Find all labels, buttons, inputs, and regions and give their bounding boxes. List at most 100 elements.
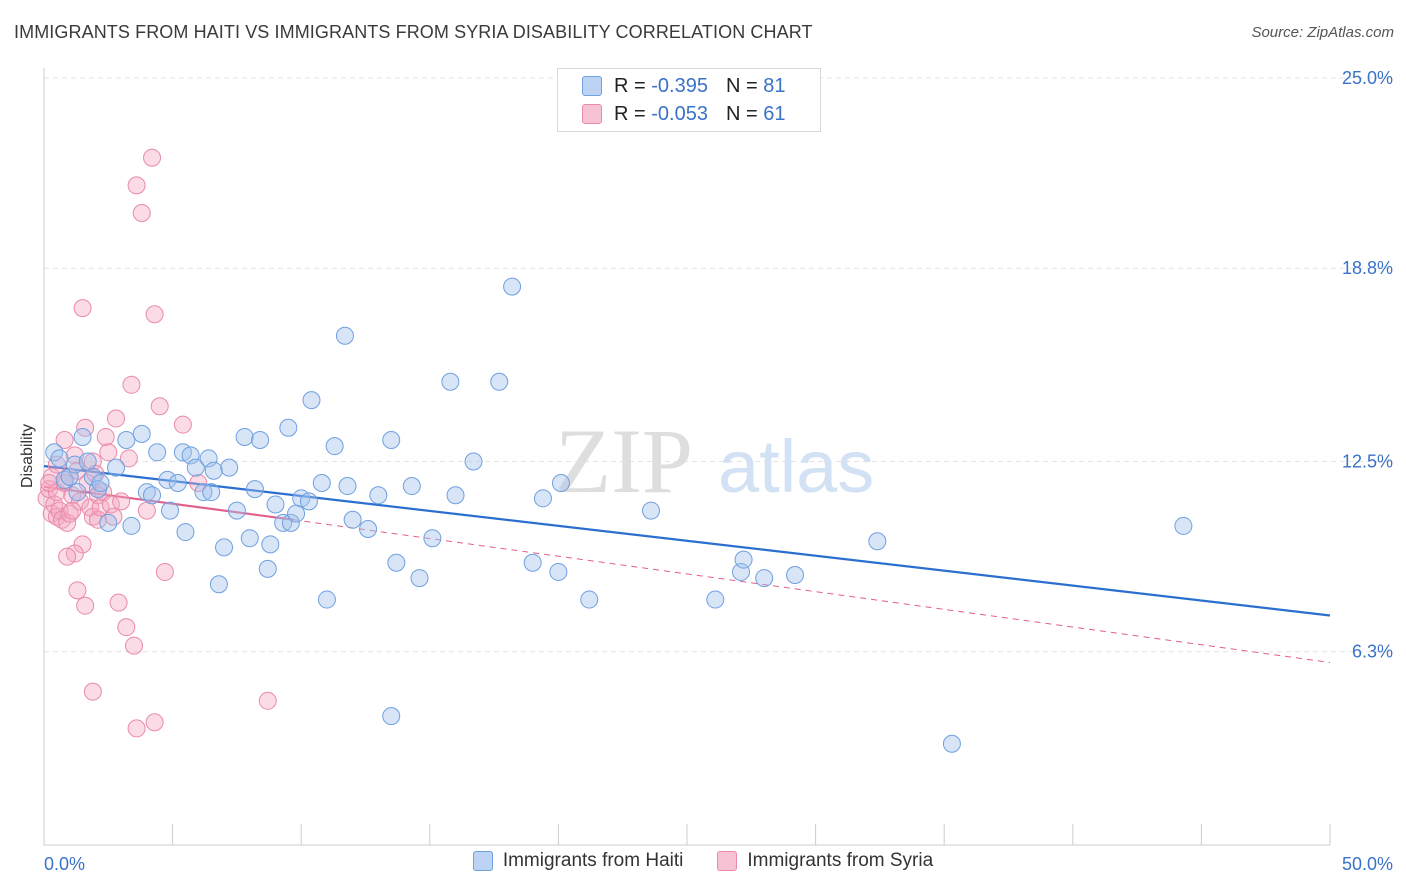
haiti-point xyxy=(755,569,774,588)
haiti-point xyxy=(343,510,362,529)
syria-point xyxy=(83,507,102,526)
bottom-legend-haiti[interactable]: Immigrants from Haiti xyxy=(472,850,684,872)
syria-point xyxy=(107,409,126,428)
haiti-point xyxy=(148,443,167,462)
haiti-point xyxy=(302,391,321,410)
haiti-point xyxy=(312,473,331,492)
haiti-point xyxy=(245,480,264,499)
haiti-point xyxy=(161,501,180,520)
syria-point xyxy=(145,713,164,732)
haiti-point xyxy=(369,486,388,505)
haiti-point xyxy=(227,501,246,520)
haiti-point xyxy=(235,427,254,446)
haiti-r-value: -0.395 xyxy=(651,74,708,97)
haiti-point xyxy=(382,431,401,450)
haiti-point xyxy=(107,458,126,477)
syria-point xyxy=(132,203,151,222)
watermark-zip: ZIP xyxy=(555,410,693,512)
haiti-point xyxy=(194,483,213,502)
syria-point xyxy=(119,449,138,468)
haiti-point xyxy=(490,372,509,391)
haiti-point xyxy=(641,501,660,520)
haiti-n-value: 81 xyxy=(763,74,786,97)
bottom-legend: Immigrants from Haiti Immigrants from Sy… xyxy=(0,850,1406,872)
syria-point xyxy=(55,431,74,450)
haiti-point xyxy=(143,486,162,505)
watermark-atlas: atlas xyxy=(718,425,874,508)
syria-r-value: -0.053 xyxy=(651,102,708,125)
haiti-point xyxy=(73,427,92,446)
haiti-point xyxy=(68,483,87,502)
haiti-point xyxy=(204,461,223,480)
syria-point xyxy=(173,415,192,434)
haiti-point xyxy=(117,431,136,450)
haiti-point xyxy=(215,538,234,557)
x-tick-label: 0.0% xyxy=(44,854,85,874)
haiti-point xyxy=(287,504,306,523)
haiti-point xyxy=(209,575,228,594)
syria-point xyxy=(189,473,208,492)
r-label: R = xyxy=(614,102,646,125)
haiti-point xyxy=(122,516,141,535)
haiti-point xyxy=(734,550,753,569)
syria-point xyxy=(112,492,131,511)
haiti-point xyxy=(50,449,69,468)
x-tick-labels: 0.0% 50.0% xyxy=(44,854,1393,874)
haiti-point xyxy=(551,473,570,492)
syria-point xyxy=(258,691,277,710)
syria-swatch xyxy=(582,104,602,124)
haiti-point xyxy=(387,553,406,572)
syria-point xyxy=(137,501,156,520)
haiti-points xyxy=(45,277,1193,753)
bottom-legend-syria[interactable]: Immigrants from Syria xyxy=(717,850,933,872)
syria-point xyxy=(40,473,59,492)
syria-point xyxy=(127,176,146,195)
syria-point xyxy=(109,593,128,612)
haiti-point xyxy=(132,424,151,443)
legend-row-haiti: R = -0.395 N = 81 xyxy=(582,74,785,98)
haiti-point xyxy=(220,458,239,477)
watermark: ZIP atlas xyxy=(555,410,874,512)
haiti-point xyxy=(99,513,118,532)
syria-point xyxy=(63,501,82,520)
syria-point xyxy=(155,562,174,581)
syria-point xyxy=(96,427,115,446)
haiti-point xyxy=(251,431,270,450)
haiti-point xyxy=(266,495,285,514)
haiti-point xyxy=(176,523,195,542)
syria-point xyxy=(68,581,87,600)
haiti-point xyxy=(706,590,725,609)
syria-point xyxy=(143,148,162,167)
gridlines xyxy=(44,77,1390,653)
syria-point xyxy=(127,719,146,738)
haiti-point xyxy=(325,437,344,456)
haiti-point xyxy=(523,553,542,572)
haiti-point xyxy=(279,418,298,437)
syria-point xyxy=(73,535,92,554)
syria-point xyxy=(73,299,92,318)
haiti-point xyxy=(580,590,599,609)
syria-point xyxy=(122,375,141,394)
y-tick-labels: 6.3% 12.5% 18.8% 25.0% xyxy=(1342,68,1393,662)
axes xyxy=(43,68,1331,846)
haiti-point xyxy=(533,489,552,508)
syria-point xyxy=(99,443,118,462)
y-tick-label: 25.0% xyxy=(1342,68,1393,88)
bottom-legend-haiti-label: Immigrants from Haiti xyxy=(502,850,684,871)
syria-point xyxy=(60,504,79,523)
x-tick-label: 50.0% xyxy=(1342,854,1393,874)
haiti-swatch xyxy=(582,76,602,96)
haiti-point xyxy=(1174,516,1193,535)
haiti-point xyxy=(464,452,483,471)
haiti-point xyxy=(202,483,221,502)
n-label: N = xyxy=(725,102,758,125)
syria-point xyxy=(76,596,95,615)
y-tick-label: 18.8% xyxy=(1342,258,1393,278)
syria-point xyxy=(117,618,136,637)
syria-point xyxy=(91,498,110,517)
haiti-point xyxy=(503,277,522,296)
syria-point xyxy=(145,305,164,324)
haiti-point xyxy=(281,513,300,532)
n-label: N = xyxy=(725,74,758,97)
